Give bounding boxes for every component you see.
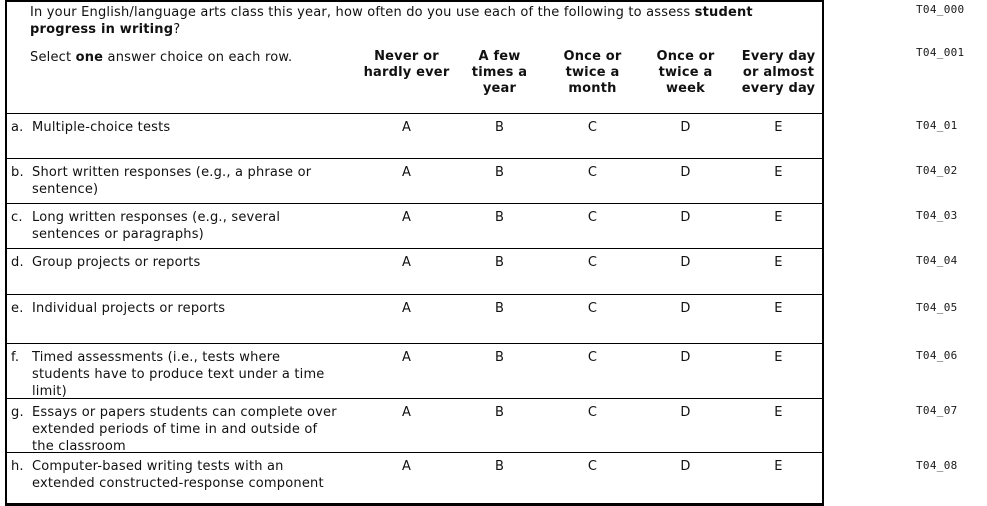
choice-a[interactable]: A: [401, 120, 412, 135]
choice-a[interactable]: A: [401, 210, 412, 225]
column-header-once-twice-month: Once or twice a month: [563, 49, 622, 96]
choice-c[interactable]: C: [587, 350, 598, 365]
instruction-text: Select one answer choice on each row.: [30, 50, 293, 65]
choice-e[interactable]: E: [774, 459, 783, 474]
choice-e[interactable]: E: [774, 165, 783, 180]
table-row-e: e. Individual projects or reports A B C …: [7, 294, 822, 343]
choice-b[interactable]: B: [494, 165, 505, 180]
questionnaire-code-t04-05: T04_05: [916, 301, 958, 314]
choice-a[interactable]: A: [401, 255, 412, 270]
choice-b[interactable]: B: [494, 210, 505, 225]
choice-d[interactable]: D: [680, 210, 691, 225]
row-letter: e.: [11, 301, 24, 316]
question-line-2: progress in writing?: [30, 22, 181, 37]
choice-d[interactable]: D: [680, 459, 691, 474]
choice-e[interactable]: E: [774, 255, 783, 270]
row-item-text: Essays or papers students can complete o…: [32, 405, 337, 454]
choice-c[interactable]: C: [587, 210, 598, 225]
choice-a[interactable]: A: [401, 405, 412, 420]
choice-e[interactable]: E: [774, 301, 783, 316]
questionnaire-code-t04-04: T04_04: [916, 254, 958, 267]
choice-b[interactable]: B: [494, 120, 505, 135]
question-bold-student: student: [694, 5, 753, 20]
choice-b[interactable]: B: [494, 255, 505, 270]
choice-d[interactable]: D: [680, 165, 691, 180]
choice-d[interactable]: D: [680, 405, 691, 420]
table-row-c: c. Long written responses (e.g., several…: [7, 203, 822, 248]
row-item-text: Timed assessments (i.e., tests where stu…: [32, 350, 325, 399]
question-bold-progress: progress in writing: [30, 22, 174, 37]
question-line-1: In your English/language arts class this…: [30, 5, 753, 20]
row-letter: c.: [11, 210, 23, 225]
choice-c[interactable]: C: [587, 255, 598, 270]
row-item-text: Group projects or reports: [32, 255, 201, 270]
choice-d[interactable]: D: [680, 301, 691, 316]
questionnaire-code-t04-08: T04_08: [916, 459, 958, 472]
choice-d[interactable]: D: [680, 350, 691, 365]
row-letter: a.: [11, 120, 24, 135]
column-header-few-times-year: A few times a year: [471, 49, 528, 96]
question-table: In your English/language arts class this…: [5, 0, 824, 506]
questionnaire-code-t04-01: T04_01: [916, 119, 958, 132]
choice-a[interactable]: A: [401, 165, 412, 180]
questionnaire-code-t04-03: T04_03: [916, 209, 958, 222]
table-row-d: d. Group projects or reports A B C D E: [7, 248, 822, 294]
column-header-never: Never or hardly ever: [363, 49, 450, 80]
choice-c[interactable]: C: [587, 459, 598, 474]
choice-a[interactable]: A: [401, 459, 412, 474]
choice-e[interactable]: E: [774, 120, 783, 135]
row-item-text: Individual projects or reports: [32, 301, 226, 316]
choice-b[interactable]: B: [494, 301, 505, 316]
choice-e[interactable]: E: [774, 350, 783, 365]
column-header-every-day: Every day or almost every day: [741, 49, 816, 96]
column-header-once-twice-week: Once or twice a week: [656, 49, 715, 96]
questionnaire-code-t04-07: T04_07: [916, 404, 958, 417]
row-letter: b.: [11, 165, 24, 180]
choice-a[interactable]: A: [401, 350, 412, 365]
table-row-h: h. Computer-based writing tests with an …: [7, 452, 822, 503]
row-item-text: Computer-based writing tests with an ext…: [32, 459, 324, 491]
questionnaire-code-t04-06: T04_06: [916, 349, 958, 362]
questionnaire-code-t04-02: T04_02: [916, 164, 958, 177]
row-item-text: Short written responses (e.g., a phrase …: [32, 165, 312, 197]
choice-a[interactable]: A: [401, 301, 412, 316]
choice-e[interactable]: E: [774, 405, 783, 420]
row-item-text: Multiple-choice tests: [32, 120, 171, 135]
row-letter: d.: [11, 255, 24, 270]
choice-c[interactable]: C: [587, 405, 598, 420]
choice-c[interactable]: C: [587, 165, 598, 180]
column-header-row: Select one answer choice on each row. Ne…: [7, 49, 822, 97]
choice-c[interactable]: C: [587, 120, 598, 135]
choice-c[interactable]: C: [587, 301, 598, 316]
choice-e[interactable]: E: [774, 210, 783, 225]
choice-b[interactable]: B: [494, 350, 505, 365]
table-row-f: f. Timed assessments (i.e., tests where …: [7, 343, 822, 399]
choice-b[interactable]: B: [494, 459, 505, 474]
table-row-g: g. Essays or papers students can complet…: [7, 398, 822, 454]
questionnaire-code-t04-000: T04_000: [916, 3, 965, 16]
table-row-b: b. Short written responses (e.g., a phra…: [7, 158, 822, 203]
choice-d[interactable]: D: [680, 120, 691, 135]
row-item-text: Long written responses (e.g., several se…: [32, 210, 281, 242]
question-text: In your English/language arts class this…: [7, 4, 822, 38]
instruction-bold-one: one: [75, 50, 104, 65]
row-letter: f.: [11, 350, 20, 365]
question-header: In your English/language arts class this…: [7, 2, 822, 113]
table-row-a: a. Multiple-choice tests A B C D E: [7, 113, 822, 158]
choice-b[interactable]: B: [494, 405, 505, 420]
row-letter: h.: [11, 459, 24, 474]
row-letter: g.: [11, 405, 24, 420]
questionnaire-code-t04-001: T04_001: [916, 46, 965, 59]
choice-d[interactable]: D: [680, 255, 691, 270]
